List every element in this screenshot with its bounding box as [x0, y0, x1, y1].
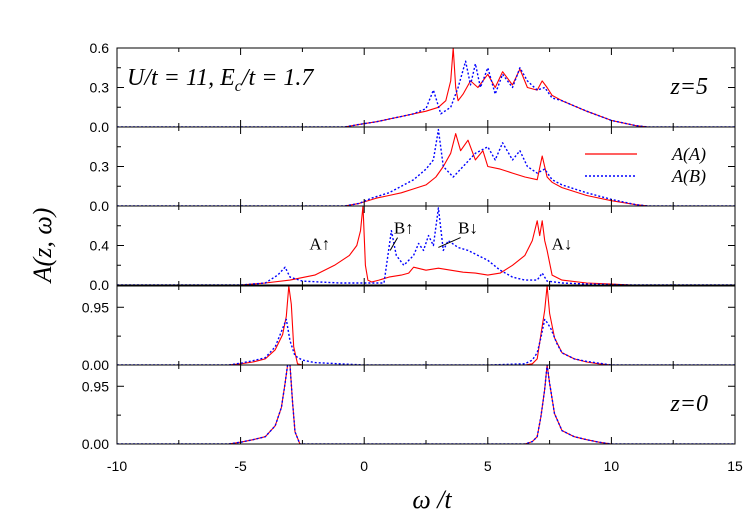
- legend-label-b: A(B): [671, 166, 706, 187]
- y-tick-label-z5-1: 0.3: [90, 80, 110, 96]
- series-line-z5-b: [117, 60, 735, 127]
- series-line-z2-b: [117, 207, 735, 285]
- y-tick-label-z4-0: 0.0: [90, 198, 110, 214]
- x-tick-label-4: 10: [604, 458, 620, 474]
- peak-annotation-2: B↓: [458, 219, 478, 238]
- series-line-z4-b: [117, 128, 735, 206]
- y-axis-label: A(z, ω): [28, 208, 57, 285]
- y-tick-label-z2-1: 0.4: [90, 238, 110, 254]
- parameters-annotation-head: U/t = 11, E: [127, 65, 235, 91]
- panel-frame-z4: [116, 126, 736, 207]
- y-tick-label-z5-2: 0.6: [90, 40, 110, 56]
- panel-frame-z1: [116, 285, 736, 366]
- panel-z0: 0.00 0.95 z=0: [82, 364, 736, 452]
- y-tick-label-z0-1: 0.95: [82, 378, 109, 394]
- series-line-z1-b: [117, 318, 735, 365]
- panel-z1: 0.00 0.95: [82, 285, 736, 373]
- series-line-z0-b: [117, 365, 735, 444]
- peak-annotation-0: A↑: [309, 235, 330, 254]
- panel-z2: 0.0 0.4 A↑ B↑ B↓ A↓: [90, 205, 736, 293]
- y-tick-label-z4-1: 0.3: [90, 159, 110, 175]
- y-tick-label-z5-0: 0.0: [90, 119, 110, 135]
- pointer-b-down: [438, 237, 461, 248]
- series-line-z1-a: [117, 286, 735, 365]
- y-tick-label-z0-0: 0.00: [82, 436, 109, 452]
- y-tick-label-z2-0: 0.0: [90, 277, 110, 293]
- x-tick-label-2: 0: [360, 458, 368, 474]
- legend-label-a: A(A): [671, 144, 706, 165]
- panel-z4: 0.0 0.3: [90, 126, 736, 214]
- parameters-annotation-sub: c: [235, 78, 242, 95]
- x-axis-label: ω /t: [412, 485, 452, 514]
- peak-annotation-3: A↓: [552, 235, 573, 254]
- x-tick-label-3: 5: [484, 458, 492, 474]
- series-line-z4-a: [117, 133, 735, 206]
- series-line-z0-a: [117, 365, 735, 444]
- x-tick-label-0: -10: [107, 458, 127, 474]
- legend: A(A) A(B): [585, 144, 706, 187]
- parameters-annotation-tail: /t = 1.7: [240, 65, 315, 91]
- panel-label-z0: z=0: [669, 391, 708, 417]
- pointer-b-up: [389, 237, 399, 251]
- panels-layer: 0.0 0.3 0.6 z=5 0.0 0.3 0.0 0.4 A↑ B↑ B↓ A↓ 0.00 0.95…: [82, 40, 743, 474]
- parameters-annotation: U/t = 11, Ec/t = 1.7: [127, 65, 314, 95]
- panel-frame-z0: [116, 364, 736, 445]
- peak-annotation-1: B↑: [394, 219, 414, 238]
- panel-label-z5: z=5: [669, 74, 708, 100]
- x-tick-label-1: -5: [234, 458, 247, 474]
- annotations-layer: A(z, ω) ω /t U/t = 11, Ec/t = 1.7 A(A) A…: [28, 65, 706, 514]
- y-tick-label-z1-1: 0.95: [82, 299, 109, 315]
- y-tick-label-z1-0: 0.00: [82, 357, 109, 373]
- series-line-z2-a: [117, 206, 735, 285]
- panel-frame-z2: [116, 205, 736, 286]
- panel-z5: 0.0 0.3 0.6 z=5: [90, 40, 736, 135]
- x-tick-label-5: 15: [727, 458, 743, 474]
